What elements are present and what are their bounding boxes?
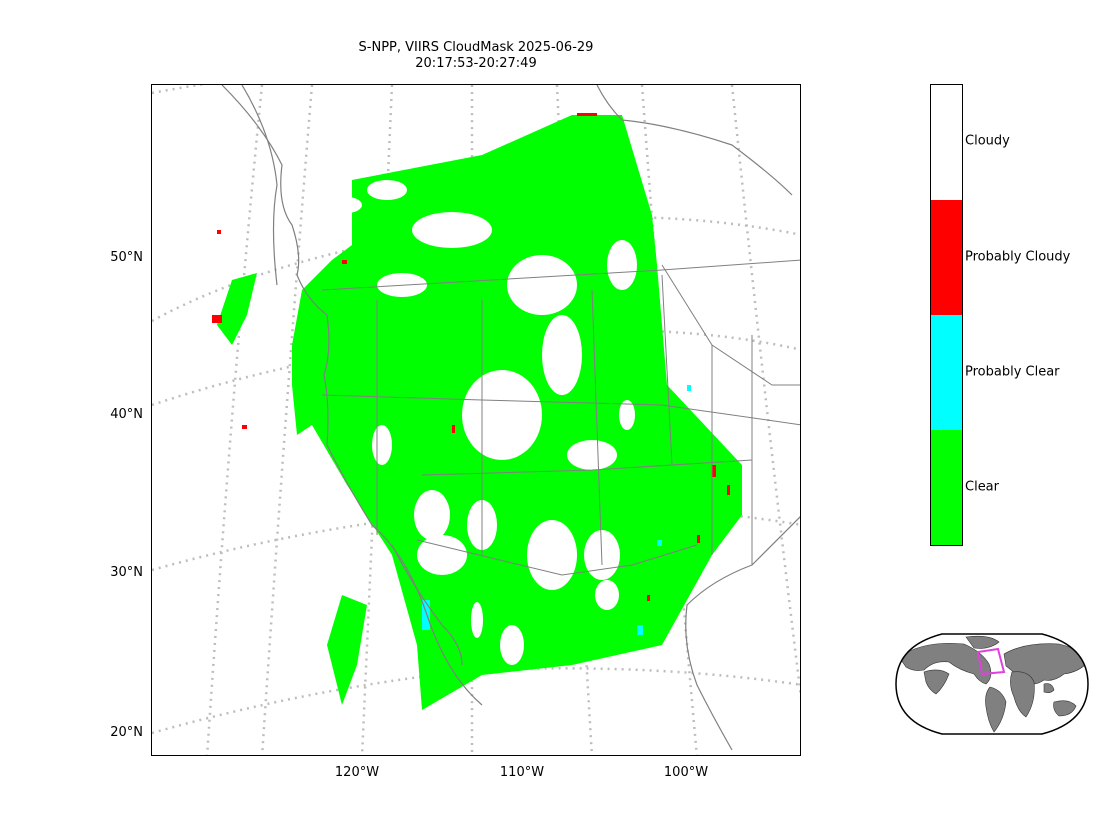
lon-label-120w: 120°W [334,765,380,780]
chart-title: S-NPP, VIIRS CloudMask 2025-06-29 20:17:… [151,40,801,72]
colorbar-label-probably-clear: Probably Clear [965,364,1060,380]
lon-label-100w: 100°W [663,765,709,780]
coastlines [221,85,800,751]
colorbar-segment-probably-cloudy [931,200,962,315]
lat-label-30: 30°N [110,565,143,580]
globe-locator-inset [894,632,1090,740]
colorbar-label-probably-cloudy: Probably Cloudy [965,249,1071,265]
colorbar [930,84,963,546]
colorbar-segment-cloudy [931,85,962,200]
map-canvas [152,85,800,755]
colorbar-segment-probably-clear [931,315,962,430]
cloudmask-swath [212,113,742,710]
lat-label-50: 50°N [110,250,143,265]
title-line-1: S-NPP, VIIRS CloudMask 2025-06-29 [358,40,594,55]
lat-label-40: 40°N [110,407,143,422]
borders [321,259,800,576]
inset-region-box [976,647,1006,676]
colorbar-label-cloudy: Cloudy [965,133,1010,149]
map-panel [151,84,801,756]
inset-land [898,635,1088,733]
colorbar-segment-clear [931,430,962,545]
lon-label-110w: 110°W [499,765,545,780]
title-line-2: 20:17:53-20:27:49 [415,56,537,71]
lat-label-20: 20°N [110,725,143,740]
colorbar-label-clear: Clear [965,479,999,495]
